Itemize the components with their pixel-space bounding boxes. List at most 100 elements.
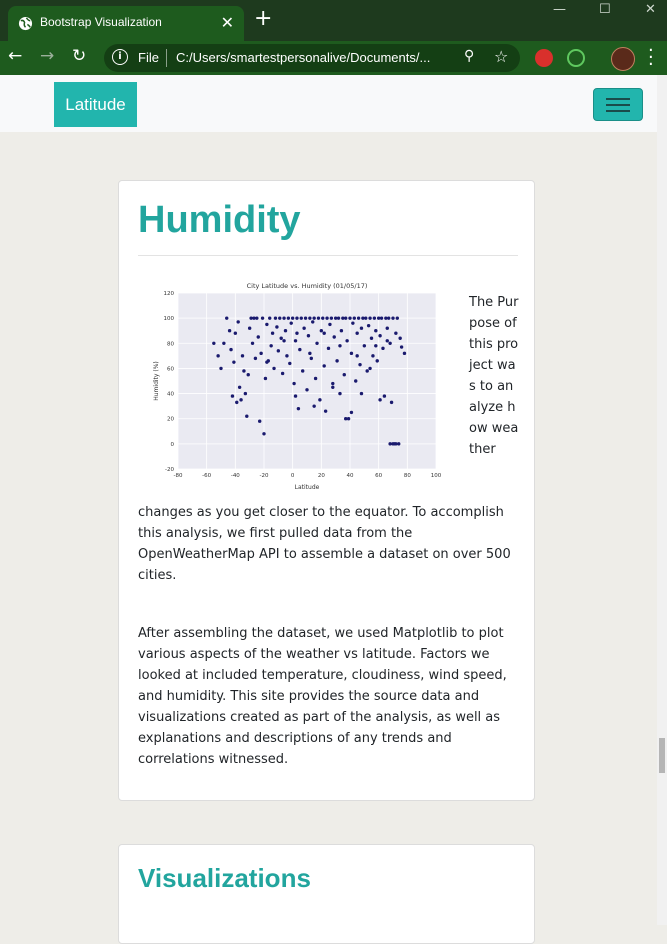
heading-divider (138, 255, 518, 256)
browser-tab[interactable]: Bootstrap Visualization ✕ (8, 6, 244, 41)
scatter-point (316, 316, 321, 320)
scatter-point (240, 354, 245, 358)
scatter-point (259, 351, 263, 356)
scatter-point (358, 362, 362, 367)
x-tick-label: 40 (347, 473, 354, 479)
scatter-point (265, 360, 269, 364)
scatter-point (318, 398, 322, 402)
scatter-point (312, 404, 316, 408)
scatter-point (227, 329, 232, 333)
scatter-point (319, 329, 324, 333)
plot-area (178, 293, 436, 469)
x-tick-label: 100 (431, 473, 442, 479)
scatter-point (391, 316, 395, 320)
address-bar[interactable]: i File C:/Users/smartestpersonalive/Docu… (104, 44, 520, 72)
scatter-point (385, 339, 389, 343)
scatter-point (311, 320, 315, 324)
plot-title: City Latitude vs. Humidity (01/05/17) (247, 282, 368, 290)
scatter-point (342, 373, 346, 377)
scatter-point (270, 331, 275, 335)
scatter-point (273, 316, 278, 320)
intro-text-continued: changes as you get closer to the equator… (138, 505, 511, 583)
visualizations-heading: Visualizations (138, 863, 311, 893)
info-icon[interactable]: i (112, 49, 128, 65)
scatter-point (364, 316, 368, 320)
scatter-point (365, 369, 369, 373)
scatter-point (296, 406, 301, 411)
scatter-point (315, 341, 319, 345)
x-tick-label: 20 (318, 473, 325, 479)
scatter-point (260, 316, 265, 320)
bookmark-star-icon[interactable]: ☆ (494, 47, 509, 66)
analysis-paragraph: After assembling the dataset, we used Ma… (138, 626, 507, 767)
scatter-point (369, 336, 374, 340)
scatter-point (275, 325, 279, 329)
x-tick-label: 60 (375, 473, 382, 479)
reload-icon[interactable]: ↻ (72, 46, 87, 66)
scatter-point (303, 316, 308, 320)
navbar-brand[interactable]: Latitude (54, 82, 137, 127)
minimize-icon[interactable]: — (553, 2, 566, 17)
scatter-point (255, 316, 259, 320)
scatter-point (395, 316, 399, 320)
scatter-point (252, 316, 256, 320)
x-tick-label: 80 (404, 473, 411, 479)
close-window-icon[interactable]: ✕ (645, 2, 656, 17)
check-extension-icon[interactable] (567, 49, 585, 67)
zoom-icon[interactable]: ⚲ (464, 48, 475, 64)
scatter-point (394, 442, 398, 446)
scatter-point (384, 316, 388, 320)
new-tab-button[interactable]: + (254, 6, 273, 31)
y-tick-label: 0 (171, 442, 175, 448)
scatter-point (371, 354, 375, 358)
adblock-extension-icon[interactable] (535, 49, 553, 67)
scatter-point (285, 354, 289, 358)
maximize-icon[interactable]: ☐ (599, 2, 611, 17)
scatter-point (236, 320, 240, 324)
scatter-point (295, 316, 299, 320)
scatter-point (325, 316, 329, 320)
humidity-card: Humidity -80 -60 -40 -20 0 20 40 60 80 100 -20 0 20 4… (118, 180, 535, 801)
scatter-point (299, 316, 303, 320)
forward-arrow-icon[interactable]: → (40, 46, 55, 66)
browser-menu-icon[interactable]: · · · (648, 40, 654, 75)
scatter-point (247, 326, 252, 330)
scatter-point (242, 369, 246, 373)
scatter-point (341, 316, 345, 320)
scatter-point (359, 326, 364, 330)
y-tick-label: 60 (167, 366, 174, 372)
scatter-point (397, 442, 401, 446)
omnibox-divider (166, 49, 167, 67)
scatter-point (282, 339, 286, 343)
scatter-point (355, 331, 359, 335)
profile-avatar[interactable] (611, 47, 635, 71)
scatter-point (368, 366, 372, 371)
scatter-point (389, 400, 394, 405)
humidity-scatter-plot[interactable]: -80 -60 -40 -20 0 20 40 60 80 100 -20 0 20 40 60 80 100 1… (138, 276, 442, 494)
scatter-point (323, 409, 328, 413)
scatter-point (309, 356, 313, 361)
x-tick-label: -20 (260, 473, 269, 479)
close-tab-icon[interactable]: ✕ (220, 13, 234, 32)
url-scheme: File (138, 50, 159, 65)
scatter-point (368, 316, 372, 320)
scatter-point (230, 394, 235, 398)
scatter-point (232, 360, 236, 364)
scatter-point (262, 432, 266, 436)
scatter-point (245, 414, 249, 418)
scatter-point (388, 442, 392, 446)
scatter-point (355, 354, 359, 358)
scatter-point (295, 331, 299, 335)
scatter-point (361, 316, 365, 320)
scatter-point (382, 394, 387, 398)
scatter-point (237, 385, 242, 389)
browser-tab-strip: Bootstrap Visualization ✕ + — ☐ ✕ (0, 0, 667, 41)
scatter-point (239, 398, 243, 402)
hamburger-menu-button[interactable] (593, 88, 643, 121)
scatter-point (344, 417, 348, 421)
back-arrow-icon[interactable]: ← (8, 46, 23, 66)
page-scrollbar[interactable] (657, 75, 667, 925)
scrollbar-thumb[interactable] (659, 738, 665, 773)
url-text[interactable]: C:/Users/smartestpersonalive/Documents/.… (176, 50, 431, 65)
hamburger-bar (606, 104, 630, 106)
